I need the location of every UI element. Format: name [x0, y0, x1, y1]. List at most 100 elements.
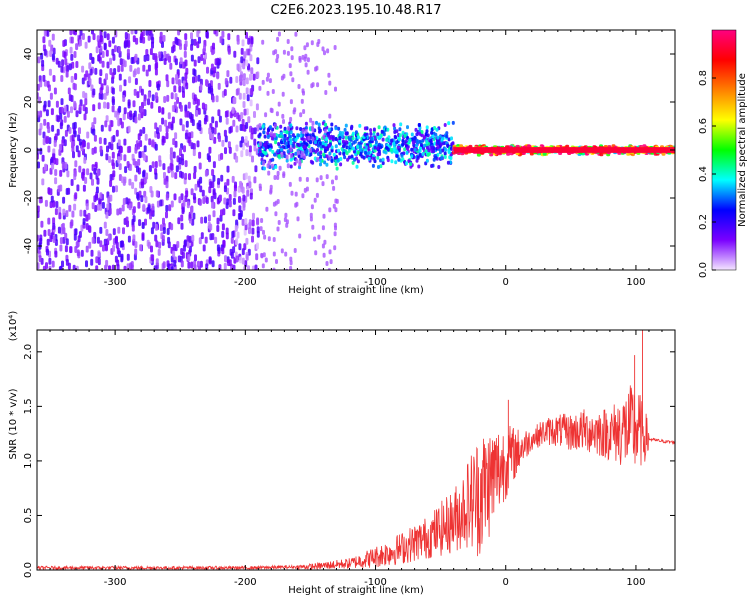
spectrogram-cell [78, 138, 82, 146]
spectrogram-cell [390, 159, 394, 164]
spectrogram-cell [74, 228, 78, 236]
spectrogram-cell [143, 145, 147, 153]
spectrogram-cell [286, 269, 288, 270]
spectrogram-cell [381, 157, 385, 162]
spectrogram-cell [104, 120, 108, 128]
spectrogram-cell [225, 202, 229, 209]
spectrogram-cell [176, 241, 180, 248]
spectrogram-cell [227, 47, 231, 55]
spectrogram-cell [390, 138, 394, 143]
spectrogram-cell [103, 221, 107, 229]
spectrogram-cell [148, 30, 152, 36]
spectrogram-cell [385, 137, 389, 142]
spectrogram-cell [275, 259, 278, 264]
spectrogram-cell [264, 112, 268, 118]
spectrogram-cell [71, 210, 75, 218]
spectrogram-cell [116, 208, 120, 216]
spectrogram-cell [106, 203, 110, 211]
spectrogram-cell [191, 119, 195, 127]
spectrogram-cell [166, 94, 170, 102]
spectrogram-cell [173, 101, 177, 109]
spectrogram-cell [198, 237, 202, 245]
spectrogram-cell [209, 131, 213, 139]
spectrogram-cell [70, 106, 73, 114]
spectrogram-cell [62, 40, 66, 47]
spectrogram-cell [280, 140, 284, 145]
spectrogram-cell [193, 260, 197, 268]
spectrogram-cell [275, 111, 279, 117]
spectrogram-cell [150, 101, 154, 109]
spectrogram-cell [168, 55, 171, 63]
spectrogram-cell [377, 149, 381, 154]
spectrogram-cell [288, 63, 292, 69]
spectrogram-cell [122, 95, 126, 102]
spectrogram-cell [192, 212, 196, 220]
spectrogram-cell [74, 73, 78, 80]
spectrogram-cell [302, 137, 306, 142]
spectrogram-cell [161, 41, 164, 48]
spectrogram-cell [245, 149, 249, 157]
spectrogram-cell [270, 136, 274, 141]
spectrogram-cell [197, 260, 200, 268]
spectrogram-cell [241, 218, 245, 226]
spectrogram-cell [322, 152, 326, 157]
spectrogram-cell [239, 140, 243, 148]
spectrogram-cell [276, 53, 280, 59]
spectrogram-cell [302, 109, 306, 114]
spectrogram-cell [188, 132, 192, 140]
spectrogram-cell [316, 42, 320, 47]
colorbar: 0.0 0.2 0.4 0.6 0.8 Normalized spectral ampl… [698, 29, 748, 278]
spectrogram-cell [183, 50, 187, 58]
spectrogram-cell [280, 147, 283, 152]
spectrogram-cell [134, 146, 138, 154]
spectrogram-cell [136, 165, 139, 173]
spectrogram-cell [190, 32, 193, 40]
spectrogram-cell [97, 54, 101, 61]
spectrogram-cell [399, 122, 403, 127]
spectrogram-cell [51, 162, 55, 170]
spectrogram-cell [63, 115, 67, 123]
spectrogram-cell [151, 203, 155, 211]
spectrogram-cell [138, 219, 142, 227]
spectrogram-cell [364, 145, 368, 150]
spectrogram-cell [342, 144, 345, 149]
spectrogram-cell [304, 121, 308, 126]
spectrogram-cell [318, 158, 322, 163]
spectrogram-cell [280, 152, 284, 158]
spectrogram-cell [244, 218, 248, 226]
spectrogram-cell [177, 79, 181, 87]
spectrogram-cell [46, 80, 50, 88]
spectrogram-cell [266, 90, 270, 96]
spectrogram-cell [272, 237, 276, 242]
spectrogram-cell [256, 230, 260, 238]
spectrogram-cell [431, 134, 435, 139]
spectrogram-cell [242, 92, 246, 100]
spectrogram-cell [435, 127, 439, 132]
spectrogram-cell [221, 30, 225, 38]
spectrogram-cell [40, 52, 44, 60]
spectrogram-cell [283, 137, 287, 142]
spectrogram-cell [295, 126, 299, 131]
spectrogram-cell [72, 82, 76, 90]
spectrogram-cell [372, 127, 376, 132]
spectrogram-cell [266, 72, 270, 78]
spectrogram-cell [78, 165, 82, 173]
spectrogram-cell [425, 158, 429, 163]
spectrogram-cell [261, 79, 265, 85]
spectrogram-cell [55, 100, 59, 108]
spectrogram-cell [414, 127, 418, 132]
colorbar-tick-label: 0.4 [698, 166, 709, 182]
spectrogram-cell [47, 126, 51, 134]
spectrogram-cell [208, 146, 212, 154]
spectrogram-cell [59, 237, 63, 245]
spectrogram-cell [98, 197, 102, 205]
spectrogram-cell [260, 252, 264, 258]
spectrogram-cell [329, 259, 333, 265]
spectrogram-cell [333, 245, 337, 251]
spectrogram-cell [319, 150, 323, 155]
spectrogram-cell [198, 36, 201, 44]
spectrogram-cell [425, 140, 429, 144]
spectrogram-cell [298, 55, 302, 61]
spectrogram-cell [70, 36, 74, 44]
spectrogram-cell [77, 235, 81, 243]
